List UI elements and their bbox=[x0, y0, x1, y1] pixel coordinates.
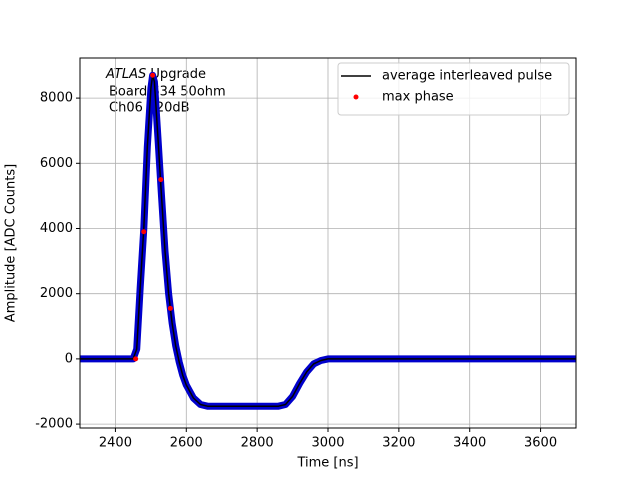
y-tick-label: 6000 bbox=[40, 156, 73, 171]
average-line bbox=[80, 74, 576, 407]
x-tick-label: 2600 bbox=[170, 436, 203, 451]
legend-label: average interleaved pulse bbox=[382, 69, 552, 84]
y-tick-label: 0 bbox=[65, 351, 73, 366]
y-tick-label: 8000 bbox=[40, 91, 73, 106]
y-tick-label: -2000 bbox=[35, 417, 73, 432]
legend-marker bbox=[353, 94, 359, 100]
annotation-line: Board 634 50ohm bbox=[109, 85, 226, 100]
y-tick-label: 4000 bbox=[40, 221, 73, 236]
max-phase-point bbox=[141, 229, 147, 235]
axes-frame bbox=[79, 57, 577, 429]
max-phase-point bbox=[133, 356, 139, 362]
max-phase-point bbox=[167, 305, 173, 311]
x-tick-label: 2400 bbox=[99, 436, 132, 451]
annotation-title: Upgrade bbox=[150, 67, 206, 82]
x-tick-label: 3600 bbox=[524, 436, 557, 451]
x-axis-label: Time [ns] bbox=[296, 456, 358, 471]
x-tick-label: 3200 bbox=[382, 436, 415, 451]
x-tick-label: 3000 bbox=[311, 436, 344, 451]
x-tick-label: 3400 bbox=[453, 436, 486, 451]
max-phase-point bbox=[150, 72, 156, 78]
legend-label: max phase bbox=[382, 90, 454, 105]
y-axis-label: Amplitude [ADC Counts] bbox=[4, 164, 19, 322]
annotation-emphasis: ATLAS bbox=[105, 67, 146, 82]
legend-box bbox=[337, 62, 570, 116]
x-tick-label: 2800 bbox=[241, 436, 274, 451]
y-tick-label: 2000 bbox=[40, 286, 73, 301]
max-phase-point bbox=[158, 177, 164, 183]
plot-area bbox=[80, 71, 576, 410]
